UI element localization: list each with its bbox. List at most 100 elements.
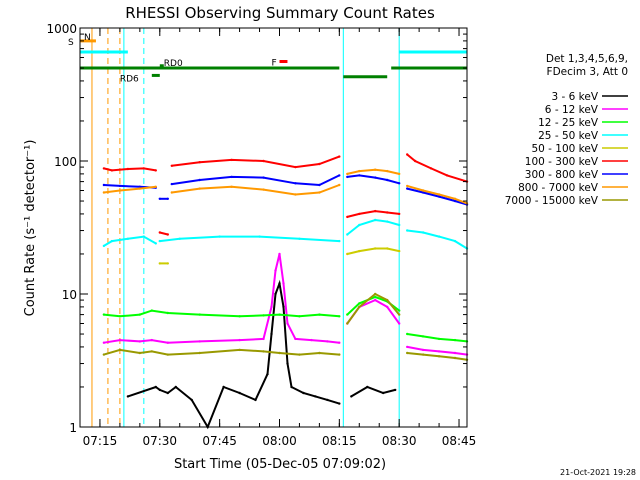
data-point: [374, 209, 377, 213]
data-point: [445, 174, 449, 177]
data-point: [421, 335, 425, 338]
data-point: [154, 185, 157, 188]
data-point: [358, 302, 361, 305]
data-point: [170, 191, 173, 194]
data-point: [382, 391, 385, 395]
legend-label: 100 - 300 keV: [525, 156, 599, 168]
data-point: [198, 351, 201, 355]
data-point: [166, 353, 169, 356]
data-point: [358, 169, 361, 173]
data-point: [262, 159, 265, 163]
state-bar-label: S: [68, 38, 74, 48]
data-point: [429, 167, 433, 170]
data-point: [358, 249, 361, 253]
data-point: [278, 252, 281, 256]
footer-date: 21-Oct-2021 19:28: [560, 468, 636, 477]
data-point: [170, 164, 173, 167]
data-point: [318, 191, 321, 194]
series-group: [102, 252, 469, 356]
y-tick-label: 10: [62, 288, 77, 302]
state-bar-label: RD6: [120, 74, 139, 84]
data-point: [386, 211, 389, 214]
series-line: [406, 153, 468, 183]
data-point: [350, 395, 353, 398]
data-point: [338, 402, 341, 405]
x-tick-label: 07:15: [83, 434, 118, 448]
data-point: [398, 309, 401, 312]
data-point: [374, 295, 377, 299]
data-point: [238, 315, 241, 318]
data-point: [374, 298, 377, 302]
legend: Det 1,3,4,5,6,9,FDecim 3, Att 0 3 - 6 keV…: [505, 53, 628, 207]
data-point: [374, 168, 377, 171]
data-point: [386, 305, 389, 309]
data-point: [150, 338, 153, 342]
data-point: [338, 239, 341, 243]
x-tick-label: 08:30: [382, 434, 417, 448]
data-point: [118, 338, 122, 342]
data-point: [406, 345, 409, 349]
data-point: [318, 183, 321, 187]
legend-label: 6 - 12 keV: [545, 104, 599, 116]
data-point: [318, 351, 321, 355]
data-point: [346, 215, 349, 219]
data-point: [413, 159, 417, 163]
data-point: [102, 183, 106, 187]
plot-frame: [79, 27, 468, 428]
data-point: [278, 282, 281, 285]
data-point: [298, 353, 301, 356]
data-point: [262, 188, 265, 191]
legend-label: 12 - 25 keV: [538, 117, 599, 129]
data-point: [138, 313, 141, 316]
y-tick-label: 1000: [46, 22, 77, 36]
data-point: [110, 169, 114, 172]
state-bar-label: N: [84, 33, 91, 43]
data-point: [358, 223, 361, 227]
y-tick-label: 100: [54, 155, 77, 169]
data-point: [437, 355, 441, 358]
data-point: [154, 242, 157, 245]
data-point: [158, 388, 161, 392]
series-group: [102, 168, 469, 205]
data-point: [258, 235, 261, 238]
series-line: [406, 184, 468, 205]
series-line: [407, 229, 468, 250]
data-point: [118, 189, 122, 192]
data-point: [406, 332, 409, 336]
data-point: [198, 178, 201, 182]
data-point: [453, 199, 457, 203]
state-bar-label: RD0: [164, 59, 183, 69]
data-point: [238, 338, 241, 342]
data-point: [278, 351, 281, 355]
x-tick-label: 08:00: [262, 434, 297, 448]
data-point: [154, 385, 157, 389]
data-point: [310, 338, 313, 342]
legend-label: 25 - 50 keV: [538, 130, 599, 142]
data-point: [421, 189, 425, 192]
data-point: [198, 187, 201, 190]
data-point: [346, 175, 349, 179]
data-point: [230, 175, 233, 179]
data-point: [358, 174, 361, 177]
y-axis-label: Count Rate (s⁻¹ detector⁻¹): [23, 140, 38, 317]
x-axis-label: Start Time (05-Dec-05 07:09:02): [174, 457, 386, 472]
series-group: [102, 218, 469, 250]
data-point: [338, 341, 341, 344]
y-tick-label: 1: [69, 421, 77, 435]
series-line: [159, 231, 169, 236]
data-point: [102, 313, 106, 316]
data-point: [294, 193, 297, 196]
data-point: [286, 322, 289, 325]
data-point: [142, 235, 145, 238]
data-point: [102, 341, 106, 344]
data-point: [110, 239, 114, 243]
data-point: [398, 249, 401, 253]
series-line: [347, 168, 400, 175]
data-point: [282, 305, 285, 309]
data-point: [358, 305, 361, 309]
series-group: [126, 279, 397, 430]
data-point: [262, 337, 265, 341]
y-axis: 1 10 100 1000: [46, 22, 467, 435]
data-point: [138, 187, 141, 190]
data-point: [102, 353, 106, 356]
